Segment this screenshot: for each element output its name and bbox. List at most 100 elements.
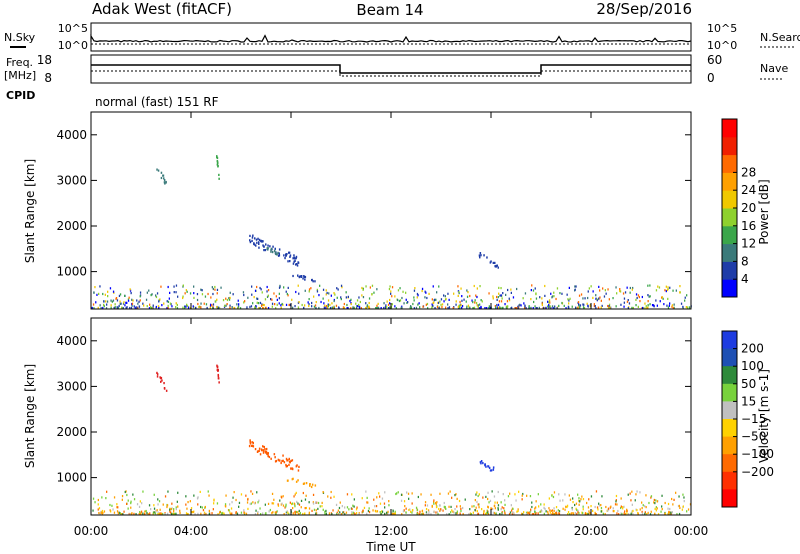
scatter-point bbox=[544, 284, 546, 288]
colorbar-tick-label: 100 bbox=[741, 359, 764, 373]
scatter-point bbox=[415, 306, 418, 309]
power-panel-frame bbox=[90, 111, 692, 310]
scatter-point bbox=[443, 294, 445, 297]
scatter-point bbox=[497, 508, 499, 511]
scatter-point bbox=[529, 307, 531, 310]
echo-point bbox=[495, 265, 497, 268]
scatter-point bbox=[168, 297, 170, 300]
scatter-point bbox=[471, 505, 473, 508]
scatter-point bbox=[262, 307, 265, 310]
scatter-point bbox=[278, 302, 280, 305]
echo-point bbox=[494, 265, 496, 268]
scatter-point bbox=[345, 296, 347, 299]
scatter-point bbox=[569, 297, 571, 300]
echo-point bbox=[164, 182, 166, 185]
scatter-point bbox=[583, 303, 585, 306]
scatter-point bbox=[376, 288, 378, 291]
scatter-point bbox=[531, 284, 533, 287]
scatter-point bbox=[228, 509, 230, 512]
echo-point bbox=[280, 461, 282, 465]
scatter-point bbox=[278, 292, 280, 295]
echo-point bbox=[218, 381, 220, 384]
echo-point bbox=[298, 276, 301, 279]
colorbar-tick-label: 200 bbox=[741, 342, 764, 356]
scatter-point bbox=[488, 307, 490, 310]
colorbar-tick-label: 16 bbox=[741, 219, 756, 233]
scatter-point bbox=[659, 300, 661, 303]
scatter-point bbox=[480, 299, 482, 302]
scatter-point bbox=[578, 497, 580, 500]
scatter-point bbox=[477, 503, 479, 506]
scatter-point bbox=[272, 511, 274, 514]
scatter-point bbox=[365, 285, 367, 288]
scatter-point bbox=[668, 304, 670, 307]
scatter-point bbox=[365, 307, 367, 310]
scatter-point bbox=[211, 304, 213, 307]
scatter-point bbox=[624, 513, 626, 516]
scatter-point bbox=[428, 513, 430, 516]
scatter-point bbox=[259, 307, 261, 310]
scatter-point bbox=[634, 499, 636, 502]
scatter-point bbox=[369, 286, 371, 289]
scatter-point bbox=[547, 300, 549, 303]
scatter-point bbox=[632, 286, 634, 290]
scatter-point bbox=[376, 307, 378, 310]
scatter-point bbox=[620, 497, 622, 500]
scatter-point bbox=[667, 502, 670, 506]
y-tick-label: 2000 bbox=[56, 219, 87, 233]
scatter-point bbox=[355, 508, 358, 511]
scatter-point bbox=[682, 493, 684, 496]
scatter-point bbox=[152, 511, 155, 514]
y-tick-label: 3000 bbox=[56, 173, 87, 187]
scatter-point bbox=[549, 305, 551, 308]
scatter-point bbox=[337, 288, 339, 291]
velocity-features-layer bbox=[156, 364, 495, 489]
scatter-point bbox=[303, 306, 305, 310]
echo-point bbox=[480, 460, 483, 463]
scatter-point bbox=[92, 497, 95, 500]
scatter-point bbox=[632, 512, 634, 516]
echo-point bbox=[252, 441, 254, 444]
scatter-point bbox=[673, 498, 675, 501]
scatter-point bbox=[119, 300, 121, 303]
scatter-point bbox=[361, 286, 363, 290]
scatter-point bbox=[652, 304, 655, 307]
scatter-point bbox=[433, 499, 435, 502]
echo-point bbox=[284, 257, 286, 260]
scatter-point bbox=[471, 299, 473, 302]
scatter-point bbox=[184, 305, 186, 308]
scatter-point bbox=[148, 504, 151, 507]
scatter-point bbox=[314, 304, 317, 307]
scatter-point bbox=[437, 301, 440, 304]
scatter-point bbox=[161, 304, 163, 307]
scatter-point bbox=[661, 296, 663, 299]
scatter-point bbox=[280, 304, 282, 307]
scatter-point bbox=[315, 512, 318, 515]
scatter-point bbox=[566, 504, 569, 507]
scatter-point bbox=[558, 512, 561, 516]
scatter-point bbox=[335, 304, 338, 307]
scatter-point bbox=[602, 287, 604, 290]
scatter-point bbox=[426, 296, 428, 300]
scatter-point bbox=[600, 504, 602, 507]
scatter-point bbox=[401, 306, 403, 309]
echo-point bbox=[265, 447, 268, 451]
scatter-point bbox=[687, 306, 689, 309]
scatter-point bbox=[500, 513, 502, 516]
scatter-point bbox=[425, 303, 427, 306]
scatter-point bbox=[529, 495, 532, 498]
scatter-point bbox=[247, 507, 249, 510]
scatter-point bbox=[212, 306, 214, 310]
scatter-point bbox=[166, 505, 168, 509]
scatter-point bbox=[458, 304, 460, 307]
colorbar-tick-label: 12 bbox=[741, 237, 756, 251]
scatter-point bbox=[288, 303, 290, 306]
scatter-point bbox=[251, 293, 253, 296]
scatter-point bbox=[645, 494, 647, 497]
scatter-point bbox=[444, 505, 446, 509]
scatter-point bbox=[354, 513, 356, 516]
power-ylabel: Slant Range [km] bbox=[23, 159, 37, 263]
scatter-point bbox=[158, 300, 160, 303]
scatter-point bbox=[389, 298, 391, 302]
scatter-point bbox=[157, 503, 159, 506]
